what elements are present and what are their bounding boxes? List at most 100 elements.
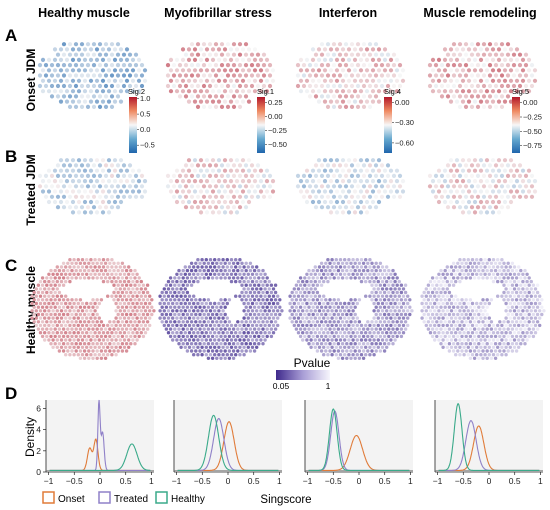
tissue-spot [391,305,395,309]
tissue-spot [189,173,195,178]
tissue-section [420,258,546,360]
tissue-spot [137,320,141,324]
tissue-spot [353,334,357,339]
tissue-spot [475,331,479,335]
tissue-spot [347,258,351,262]
tissue-spot [343,331,347,335]
tissue-spot [204,353,208,357]
tissue-spot [196,331,200,335]
tissue-spot [225,301,229,306]
tissue-spot [319,83,325,89]
tissue-spot [506,334,510,339]
tissue-spot [483,265,487,269]
tissue-spot [374,327,378,331]
tissue-spot [129,327,133,331]
tissue-spot [401,287,406,291]
tissue-spot [76,158,82,163]
tissue-spot [64,158,70,163]
x-tick-label: 0 [98,476,103,486]
tissue-spot [261,52,267,57]
tissue-spot [252,283,257,287]
tissue-spot [510,334,515,339]
tissue-spot [192,353,196,357]
tissue-spot [106,168,112,173]
tissue-spot [326,345,330,349]
tissue-spot [303,320,307,324]
tissue-spot [368,279,372,284]
tissue-spot [222,158,228,163]
tissue-spot [499,194,505,199]
tissue-spot [511,73,517,78]
tissue-spot [422,312,426,317]
tissue-spot [426,290,431,295]
tissue-spot [296,323,301,328]
tissue-spot [270,179,276,184]
tissue-spot [394,189,400,194]
tissue-spot [311,298,315,302]
tissue-spot [68,301,72,306]
tissue-spot [393,287,397,291]
tissue-spot [317,338,322,342]
tissue-spot [228,99,234,104]
tissue-spot [317,272,322,276]
tissue-spot [217,345,221,349]
tissue-spot [385,173,391,178]
tissue-spot [315,334,320,339]
tissue-spot [116,298,120,302]
tissue-spot [340,210,346,215]
tissue-spot [91,276,95,280]
tissue-spot [246,265,250,269]
tissue-spot [355,338,359,342]
tissue-spot [290,312,294,317]
tissue-spot [345,349,349,353]
tissue-spot [246,309,250,313]
tissue-spot [129,312,133,317]
tissue-spot [49,276,53,280]
tissue-spot [55,265,59,269]
tissue-spot [234,89,240,94]
tissue-spot [246,294,250,298]
tissue-spot [187,331,192,335]
tissue-spot [99,261,104,265]
tissue-spot [319,205,325,210]
tissue-spot [331,184,337,189]
tissue-spot [204,331,208,335]
tissue-spot [460,99,466,104]
tissue-spot [469,184,475,189]
tissue-spot [370,78,376,83]
tissue-spot [223,268,227,273]
tissue-spot [454,338,458,342]
colorbar-tick-label: 0.00 [268,112,283,121]
tissue-spot [337,104,343,109]
tissue-spot [249,163,255,168]
tissue-spot [244,327,248,331]
tissue-spot [85,194,91,199]
tissue-spot [259,331,263,335]
tissue-spot [234,265,238,269]
tissue-spot [139,287,143,291]
tissue-spot [103,342,108,346]
tissue-spot [88,78,94,83]
tissue-spot [532,179,538,184]
density-curve-healthy [308,408,410,471]
tissue-spot [189,52,195,57]
tissue-spot [238,353,242,357]
tissue-spot [294,298,299,302]
tissue-spot [479,272,483,276]
tissue-spot [481,63,487,68]
tissue-spot [55,73,61,78]
tissue-spot [47,301,51,306]
tissue-spot [526,179,532,184]
tissue-spot [181,327,185,331]
tissue-spot [114,345,118,349]
tissue-spot [355,173,361,178]
tissue-spot [462,353,466,357]
tissue-spot [378,261,383,265]
tissue-spot [219,276,223,280]
tissue-spot [91,184,97,189]
tissue-spot [294,305,299,309]
tissue-spot [257,320,261,324]
tissue-spot [124,57,130,63]
tissue-spot [215,334,219,339]
